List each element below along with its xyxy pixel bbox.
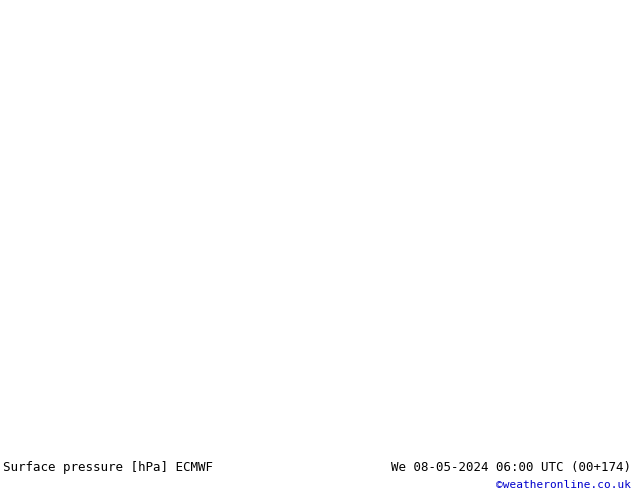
Text: Surface pressure [hPa] ECMWF: Surface pressure [hPa] ECMWF bbox=[3, 462, 213, 474]
Text: ©weatheronline.co.uk: ©weatheronline.co.uk bbox=[496, 480, 631, 490]
Text: We 08-05-2024 06:00 UTC (00+174): We 08-05-2024 06:00 UTC (00+174) bbox=[391, 462, 631, 474]
